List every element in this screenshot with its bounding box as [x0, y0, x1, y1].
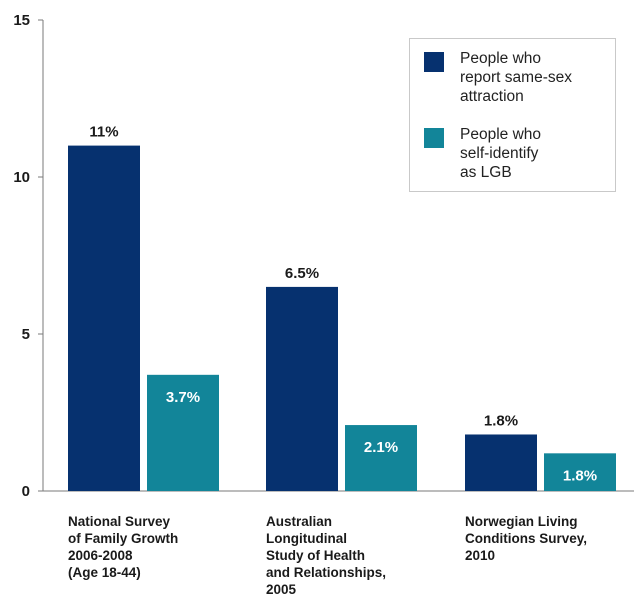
x-label-line: 2005 [266, 582, 297, 597]
legend-line: People who [460, 50, 542, 67]
x-label-line: and Relationships, [266, 565, 387, 580]
y-tick-label: 15 [13, 12, 30, 29]
legend-item-same-sex-attraction: People who report same-sex attraction [424, 49, 610, 106]
x-category-label-ashr: Australian Longitudinal Study of Health … [266, 513, 426, 598]
legend-line: as LGB [460, 164, 512, 181]
x-label-line: Longitudinal [266, 531, 347, 546]
y-tick-label: 5 [22, 326, 30, 343]
legend-swatch-self-identify-lgb [424, 128, 444, 148]
data-label-series1-cat0: 3.7% [166, 389, 200, 406]
data-label-series0-cat0: 11% [89, 124, 118, 141]
data-label-series0-cat2: 1.8% [484, 412, 518, 429]
data-label-series0-cat1: 6.5% [285, 265, 319, 282]
x-label-line: 2010 [465, 548, 496, 563]
bar-series1-cat1 [345, 425, 417, 491]
x-label-line: 2006-2008 [68, 548, 133, 563]
y-tick-labels: 0 5 10 15 [13, 12, 43, 500]
legend-line: self-identify [460, 145, 539, 162]
data-label-series1-cat1: 2.1% [364, 439, 398, 456]
legend-line: attraction [460, 88, 524, 105]
bar-series0-cat0 [68, 145, 140, 491]
legend-line: People who [460, 126, 542, 143]
y-tick-label: 0 [22, 483, 30, 500]
x-label-line: of Family Growth [68, 531, 179, 546]
x-label-line: Norwegian Living [465, 514, 578, 529]
x-label-line: (Age 18-44) [68, 565, 141, 580]
data-label-series1-cat2: 1.8% [563, 467, 597, 484]
bar-series0-cat1 [266, 286, 338, 491]
x-label-line: Study of Health [266, 548, 366, 563]
data-labels: 11% 6.5% 1.8% 3.7% 2.1% 1.8% [89, 124, 597, 485]
bar-series0-cat2 [465, 434, 537, 491]
bar-series1-cat0 [147, 374, 219, 491]
y-tick-label: 10 [13, 169, 30, 186]
legend-item-self-identify-lgb: People who self-identify as LGB [424, 125, 610, 182]
x-category-label-norway: Norwegian Living Conditions Survey, 2010 [465, 513, 625, 564]
legend-swatch-same-sex-attraction [424, 52, 444, 72]
legend-label-self-identify-lgb: People who self-identify as LGB [460, 125, 610, 182]
legend: People who report same-sex attraction Pe… [409, 38, 616, 192]
x-label-line: Australian [266, 514, 333, 529]
legend-label-same-sex-attraction: People who report same-sex attraction [460, 49, 610, 106]
x-category-label-nsfg: National Survey of Family Growth 2006-20… [68, 513, 228, 581]
bars [68, 145, 616, 491]
x-label-line: National Survey [68, 514, 171, 529]
bar-chart: 0 5 10 15 11% 6.5% 1.8% 3.7% 2.1% 1.8% [13, 12, 634, 500]
legend-line: report same-sex [460, 69, 572, 86]
bar-series1-cat2 [544, 453, 616, 491]
x-label-line: Conditions Survey, [465, 531, 588, 546]
